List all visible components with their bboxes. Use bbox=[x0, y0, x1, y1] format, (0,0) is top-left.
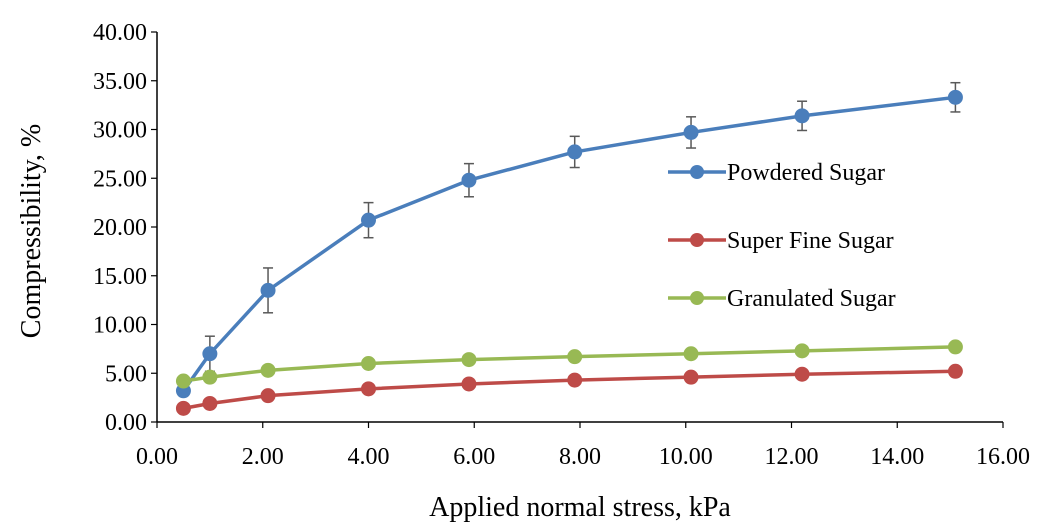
data-point bbox=[794, 343, 810, 359]
x-tick-label: 10.00 bbox=[659, 444, 713, 470]
x-tick-label: 4.00 bbox=[348, 444, 390, 470]
data-point bbox=[461, 376, 477, 392]
legend-marker bbox=[690, 291, 704, 305]
x-tick-label: 0.00 bbox=[136, 444, 178, 470]
x-tick-label: 6.00 bbox=[453, 444, 495, 470]
y-axis-title: Compressibility, % bbox=[16, 124, 47, 338]
data-point bbox=[794, 366, 810, 382]
y-tick-label: 40.00 bbox=[93, 20, 147, 46]
legend-marker bbox=[690, 233, 704, 247]
data-point bbox=[361, 212, 376, 228]
data-point bbox=[260, 362, 276, 378]
series-0 bbox=[175, 81, 963, 399]
data-point bbox=[683, 346, 699, 362]
y-tick-label: 20.00 bbox=[93, 215, 147, 241]
y-tick-label: 10.00 bbox=[93, 313, 147, 339]
y-tick-label: 15.00 bbox=[93, 264, 147, 290]
data-point bbox=[947, 339, 963, 355]
data-point bbox=[260, 282, 276, 298]
data-point bbox=[461, 172, 477, 188]
data-point bbox=[683, 124, 699, 140]
series-2 bbox=[175, 339, 963, 389]
x-tick-label: 2.00 bbox=[242, 444, 284, 470]
legend-label: Powdered Sugar bbox=[727, 160, 885, 186]
data-point bbox=[567, 144, 583, 160]
legend-label: Super Fine Sugar bbox=[727, 228, 894, 254]
axes bbox=[151, 31, 1004, 428]
legend: Powdered Sugar Super Fine Sugar Granulated… bbox=[668, 160, 896, 312]
data-point bbox=[361, 381, 376, 397]
series bbox=[175, 81, 963, 416]
y-tick-label: 30.00 bbox=[93, 118, 147, 144]
data-point bbox=[175, 373, 191, 389]
data-point bbox=[461, 352, 477, 368]
x-tick-label: 12.00 bbox=[765, 444, 819, 470]
y-tick-label: 35.00 bbox=[93, 69, 147, 95]
legend-item-0: Powdered Sugar bbox=[668, 160, 885, 186]
y-tick-label: 0.00 bbox=[105, 410, 147, 436]
y-tick-label: 25.00 bbox=[93, 166, 147, 192]
y-tick-label: 5.00 bbox=[105, 361, 147, 387]
data-point bbox=[260, 388, 276, 404]
x-tick-label: 16.00 bbox=[976, 444, 1030, 470]
data-point bbox=[947, 89, 963, 105]
data-point bbox=[947, 363, 963, 379]
tick-labels: 0.00 5.00 10.00 15.00 20.00 25.00 30.00 35.00 40… bbox=[93, 20, 1030, 470]
x-axis-title: Applied normal stress, kPa bbox=[429, 492, 731, 523]
legend-item-2: Granulated Sugar bbox=[668, 286, 896, 312]
data-point bbox=[794, 108, 810, 124]
data-point bbox=[175, 400, 191, 416]
data-point bbox=[202, 395, 218, 411]
x-tick-label: 14.00 bbox=[870, 444, 924, 470]
legend-item-1: Super Fine Sugar bbox=[668, 228, 894, 254]
series-1 bbox=[175, 363, 963, 416]
data-point bbox=[361, 356, 376, 371]
data-point bbox=[567, 372, 583, 388]
data-point bbox=[202, 346, 218, 362]
legend-marker bbox=[690, 165, 704, 179]
legend-label: Granulated Sugar bbox=[727, 286, 896, 312]
x-tick-label: 8.00 bbox=[559, 444, 601, 470]
data-point bbox=[683, 369, 699, 385]
data-point bbox=[202, 369, 218, 385]
data-point bbox=[567, 349, 583, 365]
